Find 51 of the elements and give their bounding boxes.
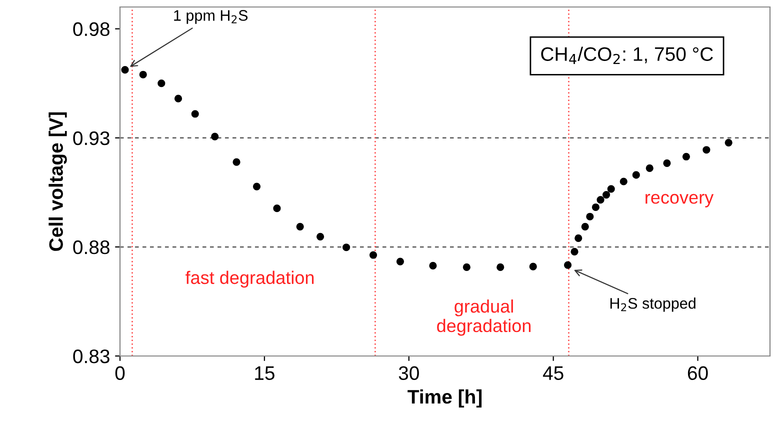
point	[564, 261, 572, 269]
point	[581, 222, 589, 230]
annotation: 1 ppm H$_{2}$S	[174, 10, 248, 24]
y-tick-label: 0.83	[73, 349, 110, 364]
point	[602, 191, 610, 199]
point	[252, 182, 261, 190]
point	[139, 70, 147, 78]
y-tick-label: 0.93	[73, 131, 110, 146]
point	[529, 262, 537, 270]
point	[724, 138, 732, 146]
x-tick-label: 30	[398, 366, 419, 380]
point	[462, 263, 470, 272]
y-tick-label: 0.88	[73, 240, 110, 254]
point	[191, 110, 199, 118]
point	[158, 80, 166, 88]
point	[232, 158, 240, 166]
point	[632, 171, 640, 179]
point	[273, 204, 281, 212]
y-axis-title: Cell voltage [V]	[48, 112, 67, 251]
point	[211, 132, 219, 140]
y-tick-label: 0.98	[73, 22, 110, 36]
point	[620, 178, 628, 186]
annotation: recovery	[646, 194, 714, 208]
annotation: gradual degradation	[437, 299, 531, 336]
x-tick-label: 60	[688, 366, 708, 380]
point	[121, 66, 129, 74]
x-tick-label: 0	[115, 366, 125, 380]
point	[342, 244, 350, 252]
point	[174, 94, 182, 102]
point	[592, 203, 600, 212]
point	[663, 159, 671, 167]
point	[702, 146, 710, 154]
annotation: H$_{2}$S stopped	[610, 298, 696, 312]
point	[607, 185, 615, 193]
point	[570, 248, 578, 256]
point	[496, 263, 504, 272]
point	[396, 258, 404, 266]
point	[316, 232, 324, 240]
point	[429, 262, 437, 270]
x-tick-label: 15	[255, 366, 274, 380]
x-tick-label: 45	[542, 366, 564, 380]
x-axis-title: Time [h]	[408, 389, 482, 408]
point	[586, 212, 594, 220]
point	[682, 152, 690, 160]
point	[296, 222, 304, 230]
point	[646, 164, 654, 172]
point	[369, 251, 378, 259]
annotation: CH$_{4}$/CO$_{2}$: 1, 750 °C	[541, 46, 713, 64]
annotation: fast degradation	[186, 270, 314, 288]
point	[574, 234, 582, 242]
point	[596, 196, 604, 204]
